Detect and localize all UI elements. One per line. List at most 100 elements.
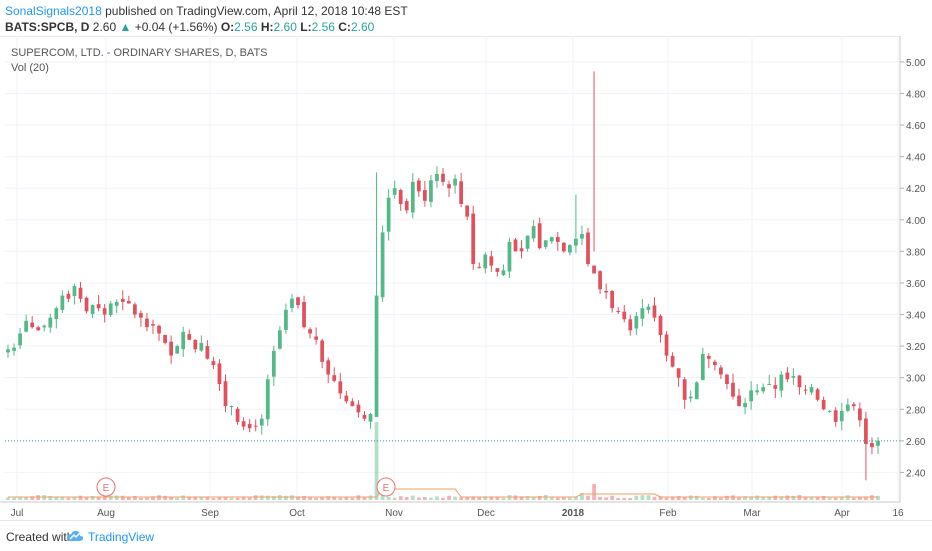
volume-bar [465,496,470,500]
candle-body [12,347,16,351]
candle-body [416,180,421,192]
tradingview-link[interactable]: TradingView [88,530,155,544]
price-chart[interactable]: 2.60 2.40 2.60 2.80 3.00 3.20 3.40 3.60 3.80 4.0… [0,36,932,520]
volume-bar [199,497,204,500]
volume-bar [767,497,772,500]
candle-body [410,181,415,213]
candle-body [66,293,71,299]
volume-bar [803,496,808,500]
volume-bar [821,495,826,500]
candle-body [302,301,306,328]
candle-body [102,308,107,315]
candle-body [568,245,572,253]
candle-body [743,402,747,408]
candle-body [870,443,874,448]
volume-bar [833,497,838,500]
volume-bar [447,495,451,500]
candle-body [755,390,760,393]
candle-body [658,315,663,336]
candle-body [549,237,554,242]
low-value: 2.56 [311,20,335,34]
volume-bar [580,493,584,500]
y-tick-label: 2.60 [906,437,926,448]
volume-bar [350,497,355,500]
y-tick-label: 2.80 [906,405,926,416]
volume-bar [537,495,542,500]
candle-body [453,178,457,186]
volume-bar [344,496,349,500]
candle-body [296,297,300,306]
volume-bar [181,495,186,500]
volume-bar [519,496,524,500]
candle-body [241,421,246,427]
candle-body [284,309,288,330]
volume-bar [36,495,41,500]
volume-bar [743,496,747,500]
candle-body [616,310,621,312]
candle-body [501,270,506,276]
candle-body [223,381,228,407]
volume-bar [60,497,65,500]
y-tick-label: 5.00 [906,58,926,69]
volume-bar [495,496,500,500]
x-tick-label: Aug [97,508,115,519]
y-tick-label: 3.60 [906,279,926,290]
volume-bar [851,497,856,500]
volume-bar [489,496,494,500]
candle-body [72,286,77,297]
author-link[interactable]: SonalSignals2018 [5,4,102,18]
volume-bar [827,497,832,500]
volume-bar [78,495,83,500]
candle-body [598,271,602,290]
volume-bar [870,495,874,500]
volume-bar [48,495,53,500]
volume-bar [610,495,615,500]
volume-bar [368,495,373,500]
candle-body [151,324,155,326]
candle-body [217,363,222,384]
candle-body [803,389,808,391]
x-tick-label: Dec [477,508,495,519]
earnings-badge [376,477,396,497]
candle-body [767,384,772,385]
volume-bar [145,497,149,500]
volume-bar [326,496,331,500]
volume-bar [731,495,735,500]
volume-bar [169,497,173,500]
volume-bar [839,496,844,500]
y-tick-label: 4.80 [906,89,926,100]
volume-bar [429,497,433,500]
open-value: 2.56 [234,20,258,34]
volume-bar [755,495,760,500]
volume-bar [525,496,530,500]
volume-bar [187,497,192,500]
change-value: +0.04 (+1.56%) [134,20,218,34]
volume-bar [193,497,198,500]
volume-bar [876,495,880,500]
candle-body [773,385,778,389]
candle-body [519,248,524,252]
candle-body [435,174,439,182]
volume-bar [568,497,572,500]
volume-bar [241,496,246,500]
candle-body [253,425,258,427]
candle-body [574,238,578,246]
change-arrow-icon: ▲ [119,20,132,34]
candle-body [634,316,639,329]
volume-bar [410,495,415,500]
volume-bar [96,496,101,500]
candle-body [374,295,379,417]
volume-bar [139,497,143,500]
candle-body [604,291,608,293]
candle-body [525,235,530,249]
candle-body [187,334,192,340]
symbol-label: BATS:SPCB, D [5,20,90,34]
volume-bar [392,497,397,500]
candle-body [229,406,234,408]
volume-bar [362,496,367,500]
volume-bar [338,497,343,500]
volume-bar [706,497,711,500]
candle-body [858,408,862,421]
candle-body [114,301,119,306]
candle-body [465,205,470,217]
